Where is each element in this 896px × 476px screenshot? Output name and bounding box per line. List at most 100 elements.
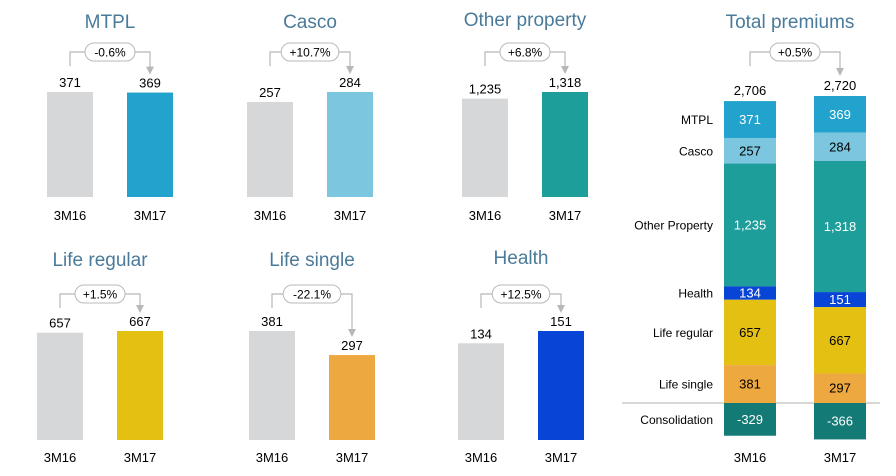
chart-mtpl-category-label-3m16: 3M16	[54, 208, 87, 223]
chart-life-regular-title: Life regular	[52, 250, 148, 271]
chart-total-premiums-segment-life-regular-3m17	[814, 307, 866, 374]
chart-total-premiums-segment-health-3m16	[724, 286, 776, 300]
chart-total-premiums-segment-label-other-property-3m16: 1,235	[734, 217, 767, 232]
chart-total-premiums-segment-consolidation-3m16	[724, 403, 776, 436]
chart-total-premiums-segment-other-property-3m17	[814, 160, 866, 293]
chart-total-premiums-segment-label-other-property-3m17: 1,318	[824, 219, 857, 234]
chart-total-premiums-segment-label-life-regular-3m16: 657	[739, 325, 761, 340]
chart-mtpl: MTPL 371 3M16 369 3M17 -0.6%	[47, 12, 173, 223]
chart-casco-bar-3m17	[327, 92, 373, 197]
chart-total-premiums-segment-life-single-3m17	[814, 373, 866, 403]
chart-life-single-change-label: -22.1%	[293, 288, 331, 302]
chart-other-property-value-label-3m17: 1,318	[549, 75, 582, 90]
chart-health-value-label-3m17: 151	[550, 314, 572, 329]
chart-life-single-change-pill	[282, 284, 342, 304]
chart-total-premiums-segment-label-consolidation-3m17: -366	[827, 414, 853, 429]
chart-other-property-change-pill	[499, 42, 551, 62]
chart-total-premiums-segment-label-health-3m16: 134	[739, 286, 761, 301]
chart-health: Health 134 3M16 151 3M17 +12.5%	[458, 248, 584, 465]
chart-other-property-title: Other property	[464, 10, 587, 31]
chart-other-property-change-label: +6.8%	[508, 46, 543, 60]
chart-health-title: Health	[494, 248, 549, 269]
chart-other-property-bar-3m17	[542, 92, 588, 197]
chart-life-regular-bar-3m16	[37, 332, 83, 440]
chart-casco-category-label-3m16: 3M16	[254, 208, 287, 223]
chart-mtpl-value-label-3m17: 369	[139, 76, 161, 91]
chart-life-regular-bar-3m17	[117, 331, 163, 440]
chart-total-premiums-segment-label-health-3m17: 151	[829, 292, 851, 307]
chart-life-single-bar-3m16	[249, 331, 295, 440]
chart-life-regular-change-label: +1.5%	[83, 288, 118, 302]
chart-mtpl-value-label-3m16: 371	[59, 75, 81, 90]
chart-life-single-value-label-3m17: 297	[341, 338, 363, 353]
chart-life-regular-category-label-3m17: 3M17	[124, 450, 157, 465]
chart-life-regular-change-pill	[74, 284, 126, 304]
chart-total-premiums-segment-life-single-3m16	[724, 365, 776, 403]
chart-total-premiums-change-pill	[769, 42, 821, 62]
chart-total-premiums-segment-casco-3m16	[724, 137, 776, 164]
chart-total-premiums-segment-label-life-single-3m17: 297	[829, 381, 851, 396]
chart-life-single: Life single 381 3M16 297 3M17 -22.1%	[249, 250, 375, 465]
chart-other-property-category-label-3m17: 3M17	[549, 208, 582, 223]
chart-total-premiums: Total premiums 371 257 1,235 134 657 381 -329 2,…	[622, 12, 880, 465]
chart-life-regular-category-label-3m16: 3M16	[44, 450, 77, 465]
chart-mtpl-change-pill	[84, 42, 136, 62]
chart-total-premiums-title: Total premiums	[726, 12, 855, 33]
chart-total-premiums-series-label-life-single: Life single	[659, 378, 713, 392]
chart-total-premiums-change-label: +0.5%	[778, 46, 813, 60]
chart-casco-bar-3m16	[247, 101, 293, 197]
chart-total-premiums-series-label-health: Health	[678, 287, 713, 301]
chart-life-single-category-label-3m17: 3M17	[336, 450, 369, 465]
chart-total-premiums-category-label-3m17: 3M17	[824, 450, 857, 465]
chart-total-premiums-category-label-3m16: 3M16	[734, 450, 767, 465]
chart-total-premiums-segment-label-casco-3m17: 284	[829, 139, 851, 154]
chart-life-regular-value-label-3m16: 657	[49, 316, 71, 331]
chart-total-premiums-segment-other-property-3m16	[724, 163, 776, 287]
chart-casco-category-label-3m17: 3M17	[334, 208, 367, 223]
chart-total-premiums-segment-consolidation-3m17	[814, 403, 866, 440]
chart-total-premiums-total-label-3m16: 2,706	[734, 83, 767, 98]
chart-other-property-bar-3m16	[462, 98, 508, 197]
chart-life-single-value-label-3m16: 381	[261, 314, 283, 329]
chart-total-premiums-segment-label-casco-3m16: 257	[739, 143, 761, 158]
chart-total-premiums-series-label-casco: Casco	[679, 144, 713, 158]
chart-total-premiums-segment-mtpl-3m16	[724, 101, 776, 138]
chart-mtpl-bar-3m16	[47, 92, 93, 197]
chart-casco: Casco 257 3M16 284 3M17 +10.7%	[247, 12, 373, 223]
chart-life-single-bar-3m17	[329, 355, 375, 440]
chart-total-premiums-segment-label-life-single-3m16: 381	[739, 377, 761, 392]
chart-casco-value-label-3m16: 257	[259, 85, 281, 100]
chart-total-premiums-segment-label-consolidation-3m16: -329	[737, 412, 763, 427]
chart-health-bar-3m17	[538, 331, 584, 440]
chart-life-regular-value-label-3m17: 667	[129, 314, 151, 329]
chart-other-property-category-label-3m16: 3M16	[469, 208, 502, 223]
chart-health-bar-3m16	[458, 343, 504, 440]
chart-total-premiums-segment-mtpl-3m17	[814, 96, 866, 133]
chart-total-premiums-segment-label-mtpl-3m16: 371	[739, 112, 761, 127]
chart-health-category-label-3m17: 3M17	[545, 450, 578, 465]
chart-other-property: Other property 1,235 3M16 1,318 3M17 +6.8%	[462, 10, 588, 223]
chart-total-premiums-segment-life-regular-3m16	[724, 299, 776, 366]
chart-total-premiums-series-label-life-regular: Life regular	[653, 326, 713, 340]
chart-life-single-title: Life single	[269, 250, 355, 271]
chart-total-premiums-series-label-mtpl: MTPL	[681, 113, 713, 127]
chart-mtpl-change-label: -0.6%	[94, 46, 126, 60]
chart-health-change-pill	[491, 284, 551, 304]
chart-health-value-label-3m16: 134	[470, 326, 492, 341]
chart-life-single-category-label-3m16: 3M16	[256, 450, 289, 465]
chart-total-premiums-series-label-other-property: Other Property	[634, 218, 713, 232]
chart-casco-change-label: +10.7%	[289, 46, 330, 60]
chart-mtpl-category-label-3m17: 3M17	[134, 208, 167, 223]
chart-mtpl-title: MTPL	[85, 12, 136, 33]
chart-casco-change-pill	[280, 42, 340, 62]
chart-total-premiums-segment-health-3m17	[814, 292, 866, 308]
chart-other-property-value-label-3m16: 1,235	[469, 82, 502, 97]
chart-health-category-label-3m16: 3M16	[465, 450, 498, 465]
chart-health-change-label: +12.5%	[500, 288, 541, 302]
chart-total-premiums-series-label-consolidation: Consolidation	[640, 413, 713, 427]
chart-casco-title: Casco	[283, 12, 337, 33]
chart-total-premiums-total-label-3m17: 2,720	[824, 78, 857, 93]
chart-casco-value-label-3m17: 284	[339, 75, 361, 90]
chart-mtpl-bar-3m17	[127, 92, 173, 197]
